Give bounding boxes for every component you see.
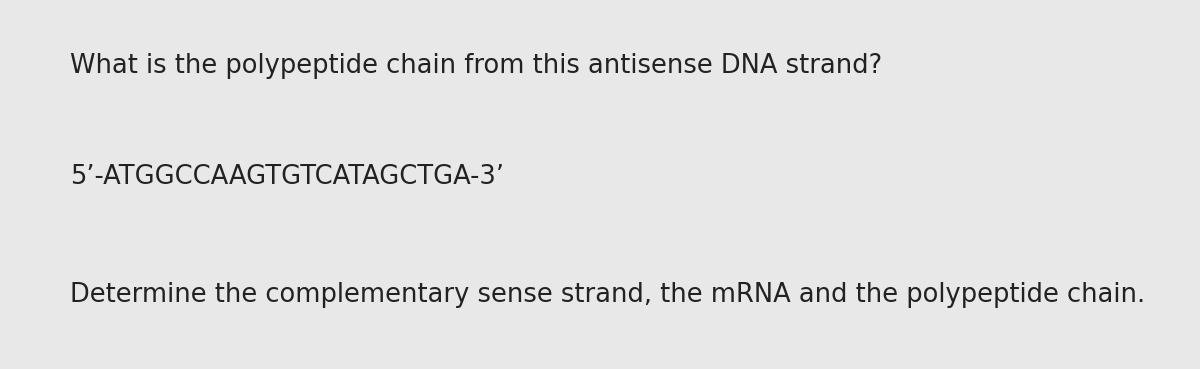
Text: Determine the complementary sense strand, the mRNA and the polypeptide chain.: Determine the complementary sense strand… (70, 282, 1145, 308)
Text: 5’-ATGGCCAAGTGTCATAGCTGA-3’: 5’-ATGGCCAAGTGTCATAGCTGA-3’ (70, 164, 504, 190)
Text: What is the polypeptide chain from this antisense DNA strand?: What is the polypeptide chain from this … (70, 54, 882, 79)
